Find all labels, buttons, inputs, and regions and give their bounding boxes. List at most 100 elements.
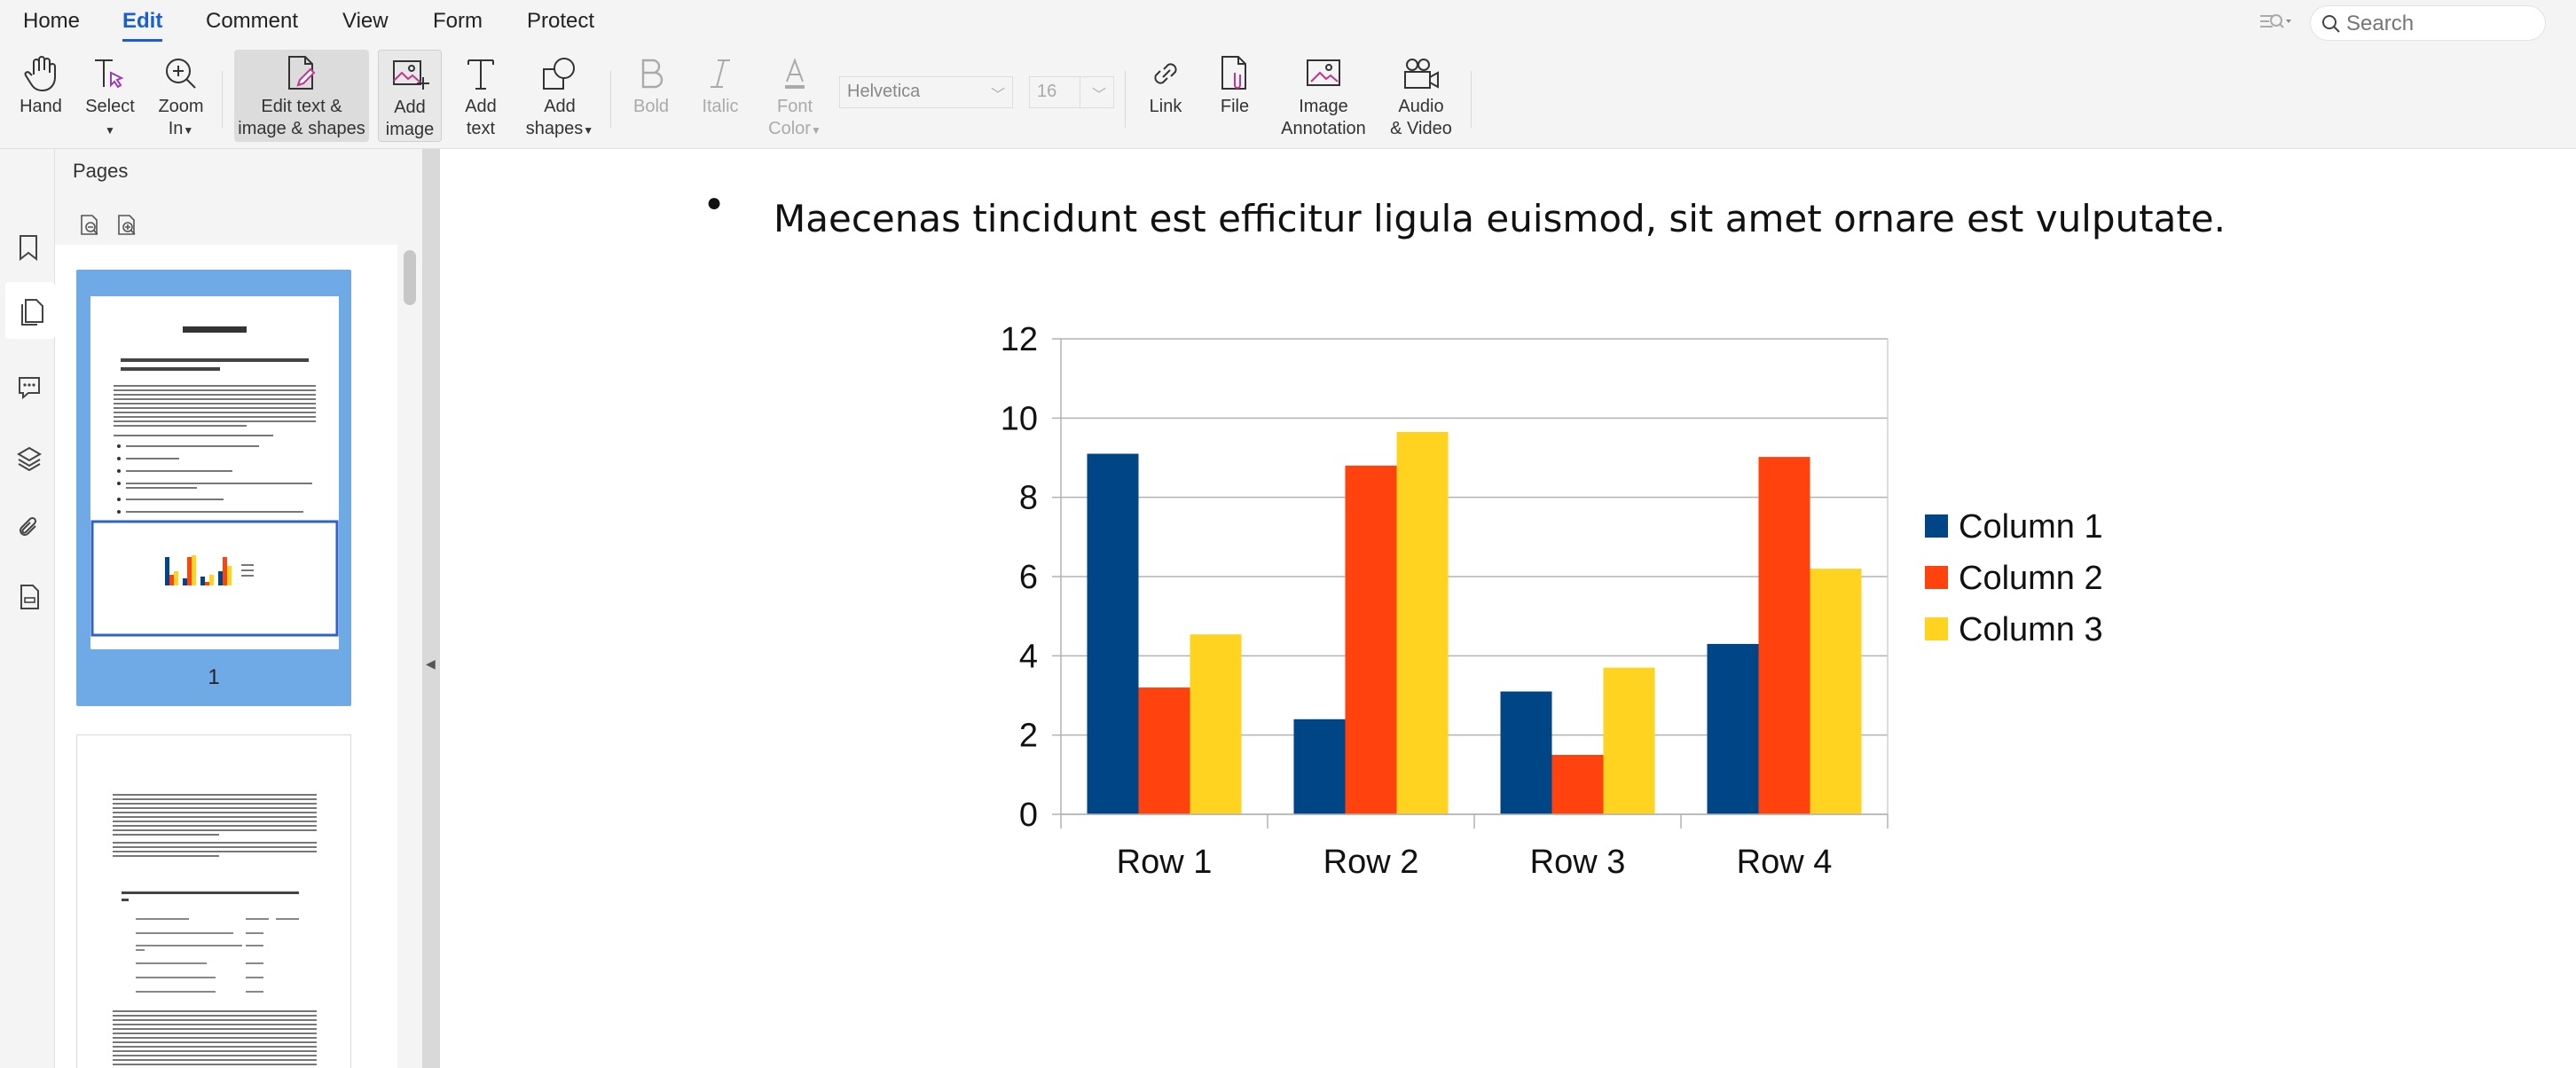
chevron-down-icon: ﹀ [990,88,1005,103]
link-icon [1148,55,1183,97]
italic-button[interactable]: Italic [688,50,752,142]
video-camera-icon [1402,55,1441,97]
font-family-value: Helvetica [847,82,921,101]
bar-column-3-row-2[interactable] [1396,431,1449,814]
bar-column-3-row-4[interactable] [1810,569,1862,814]
image-annotation-label-line2: Annotation [1281,119,1366,138]
bar-column-1-row-4[interactable] [1707,643,1759,814]
italic-label: Italic [702,97,739,116]
audio-video-label-line2: & Video [1390,119,1452,138]
bar-column-1-row-2[interactable] [1293,719,1346,814]
hand-tool[interactable]: Hand [9,50,73,142]
menu-home[interactable]: Home [23,9,81,33]
thumbnail-zoom-in-icon [118,215,136,235]
bar-column-2-row-1[interactable] [1138,687,1190,814]
font-family-select[interactable]: Helvetica ﹀ [839,76,1013,108]
attachments-button[interactable] [9,507,46,545]
edit-document-icon [284,55,319,97]
legend-label: Column 1 [1959,508,2103,546]
add-text-label-line2: text [466,119,496,138]
zoom-in-tool[interactable]: Zoom In▼ [149,50,213,142]
y-tick-label: 10 [1001,400,1038,437]
select-cursor-icon [91,55,129,97]
add-image-tool[interactable]: Add image [378,50,442,142]
bar-column-3-row-3[interactable] [1603,667,1655,814]
bookmarks-button[interactable] [9,227,46,264]
menu-view[interactable]: View [342,9,389,33]
x-tick-label: Row 4 [1737,844,1833,881]
menu-bar: Home Edit Comment View Form Protect [0,0,2576,44]
font-size-value: 16 [1037,82,1057,101]
bar-chart[interactable]: 0 2 4 6 8 10 12 Row 1 Row 2 Row 3 Row 4 Column 1 Co… [972,326,2232,894]
menu-protect[interactable]: Protect [527,9,595,33]
comments-button[interactable] [9,367,46,404]
italic-icon [705,55,735,97]
font-size-select[interactable]: 16 ﹀ [1029,76,1114,108]
bullet-paragraph[interactable]: Maecenas tincidunt est efficitur ligula … [774,197,2226,240]
bar-column-2-row-3[interactable] [1551,755,1604,814]
legend-swatch [1925,617,1948,640]
left-icon-rail [0,149,55,1068]
pages-button[interactable] [5,282,55,339]
bold-label: Bold [632,97,670,116]
file-tool[interactable]: File [1203,50,1267,142]
pages-panel: Pages [55,149,422,1068]
edit-text-image-shapes-tool[interactable]: Edit text & image & shapes [234,50,369,142]
bar-column-1-row-3[interactable] [1500,691,1552,814]
page-thumbnail-1[interactable]: 1 [76,270,351,706]
layers-button[interactable] [9,438,46,475]
zoom-in-thumbnails-button[interactable] [115,213,142,240]
page-thumbnail-2[interactable] [76,734,351,1068]
y-tick-label: 12 [1001,326,1038,358]
bar-column-2-row-4[interactable] [1758,457,1810,814]
toolbar: Hand Select ▼ Zoom In▼ Edit text & image & … [0,44,2576,149]
toolbar-divider [1125,71,1126,128]
pages-panel-title: Pages [73,160,129,182]
form-document-icon [20,585,39,609]
search-input[interactable] [2346,12,2524,36]
zoom-out-thumbnails-button[interactable] [78,213,105,240]
form-fields-button[interactable] [9,577,46,614]
legend-label: Column 2 [1959,560,2103,597]
zoom-dropdown-caret-icon[interactable]: ▼ [183,124,194,137]
font-color-button[interactable]: Font Color▼ [761,50,829,142]
page-thumbnails: 1 [55,245,397,1068]
select-dropdown-caret-icon[interactable]: ▼ [105,124,115,137]
page-thumbnail-1-paper [90,296,339,649]
add-shapes-tool[interactable]: Add shapes▼ [520,50,600,142]
add-text-tool[interactable]: Add text [449,50,513,142]
y-tick-label: 4 [1019,638,1038,675]
panel-collapse-handle[interactable]: ◀ [422,149,440,1068]
menu-edit[interactable]: Edit [122,9,163,42]
image-annotation-label-line1: Image [1299,97,1348,116]
audio-video-label-line1: Audio [1398,97,1444,116]
shapes-dropdown-caret-icon[interactable]: ▼ [583,124,594,137]
toolbar-divider [1471,71,1472,128]
search-box[interactable] [2310,5,2546,41]
bar-column-2-row-2[interactable] [1345,465,1397,814]
menu-form[interactable]: Form [433,9,483,33]
y-tick-label: 8 [1019,480,1038,517]
add-image-icon [390,56,429,98]
bold-button[interactable]: Bold [619,50,683,142]
y-tick-label: 0 [1019,797,1038,834]
shapes-icon [540,55,579,97]
audio-video-tool[interactable]: Audio & Video [1380,50,1462,142]
select-tool[interactable]: Select ▼ [78,50,142,142]
menu-comment[interactable]: Comment [206,9,299,33]
legend-label: Column 3 [1959,611,2103,648]
bar-column-1-row-1[interactable] [1087,453,1139,814]
zoom-label-line2: In [168,119,184,138]
bullet-icon: ● [706,188,723,217]
text-t-icon [463,55,499,97]
bar-column-3-row-1[interactable] [1190,634,1242,814]
search-mode-icon[interactable] [2258,11,2294,38]
scrollbar-thumb[interactable] [404,250,416,305]
image-annotation-tool[interactable]: Image Annotation [1272,50,1375,142]
link-tool[interactable]: Link [1134,50,1198,142]
thumbnails-scrollbar[interactable] [397,245,422,1068]
font-color-caret-icon[interactable]: ▼ [810,124,821,137]
hand-label: Hand [20,97,62,116]
add-text-label-line1: Add [465,97,497,116]
bold-icon [636,55,666,97]
